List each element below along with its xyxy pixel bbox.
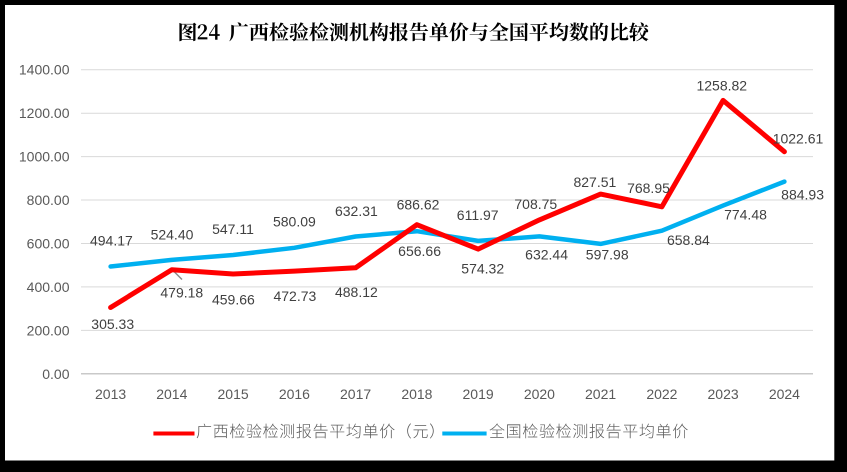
svg-text:494.17: 494.17 (90, 233, 133, 249)
svg-text:472.73: 472.73 (273, 288, 316, 304)
svg-text:524.40: 524.40 (151, 227, 194, 243)
svg-text:547.11: 547.11 (212, 221, 254, 237)
svg-text:2019: 2019 (463, 386, 494, 402)
svg-text:580.09: 580.09 (273, 214, 316, 230)
svg-text:2020: 2020 (524, 386, 555, 402)
svg-text:200.00: 200.00 (27, 322, 70, 338)
svg-text:1200.00: 1200.00 (19, 105, 70, 121)
svg-text:2013: 2013 (95, 386, 126, 402)
svg-text:2022: 2022 (646, 386, 677, 402)
svg-text:2015: 2015 (218, 386, 249, 402)
svg-text:2021: 2021 (585, 386, 616, 402)
svg-text:774.48: 774.48 (724, 207, 767, 223)
svg-text:1400.00: 1400.00 (19, 62, 70, 78)
svg-text:632.31: 632.31 (335, 203, 378, 219)
svg-text:1022.61: 1022.61 (773, 131, 824, 147)
svg-text:827.51: 827.51 (573, 174, 616, 190)
svg-text:1000.00: 1000.00 (19, 149, 70, 165)
svg-text:2018: 2018 (401, 386, 432, 402)
svg-text:708.75: 708.75 (514, 196, 557, 212)
svg-text:0.00: 0.00 (42, 366, 69, 382)
svg-text:1258.82: 1258.82 (696, 77, 747, 93)
svg-text:574.32: 574.32 (461, 261, 504, 277)
svg-text:2014: 2014 (156, 386, 187, 402)
svg-text:459.66: 459.66 (212, 292, 255, 308)
svg-text:2023: 2023 (708, 386, 739, 402)
svg-text:611.97: 611.97 (457, 207, 499, 223)
svg-text:768.95: 768.95 (627, 180, 670, 196)
svg-text:656.66: 656.66 (398, 243, 441, 259)
svg-text:479.18: 479.18 (160, 284, 203, 300)
svg-text:2017: 2017 (340, 386, 371, 402)
svg-text:800.00: 800.00 (27, 192, 70, 208)
svg-text:632.44: 632.44 (525, 247, 568, 263)
svg-text:305.33: 305.33 (91, 316, 134, 332)
svg-text:686.62: 686.62 (397, 196, 440, 212)
svg-text:400.00: 400.00 (27, 279, 70, 295)
svg-text:597.98: 597.98 (586, 247, 629, 263)
svg-text:600.00: 600.00 (27, 236, 70, 252)
svg-text:2024: 2024 (769, 386, 800, 402)
svg-text:884.93: 884.93 (781, 186, 824, 202)
svg-text:488.12: 488.12 (335, 284, 378, 300)
svg-text:658.84: 658.84 (667, 232, 710, 248)
svg-text:2016: 2016 (279, 386, 310, 402)
